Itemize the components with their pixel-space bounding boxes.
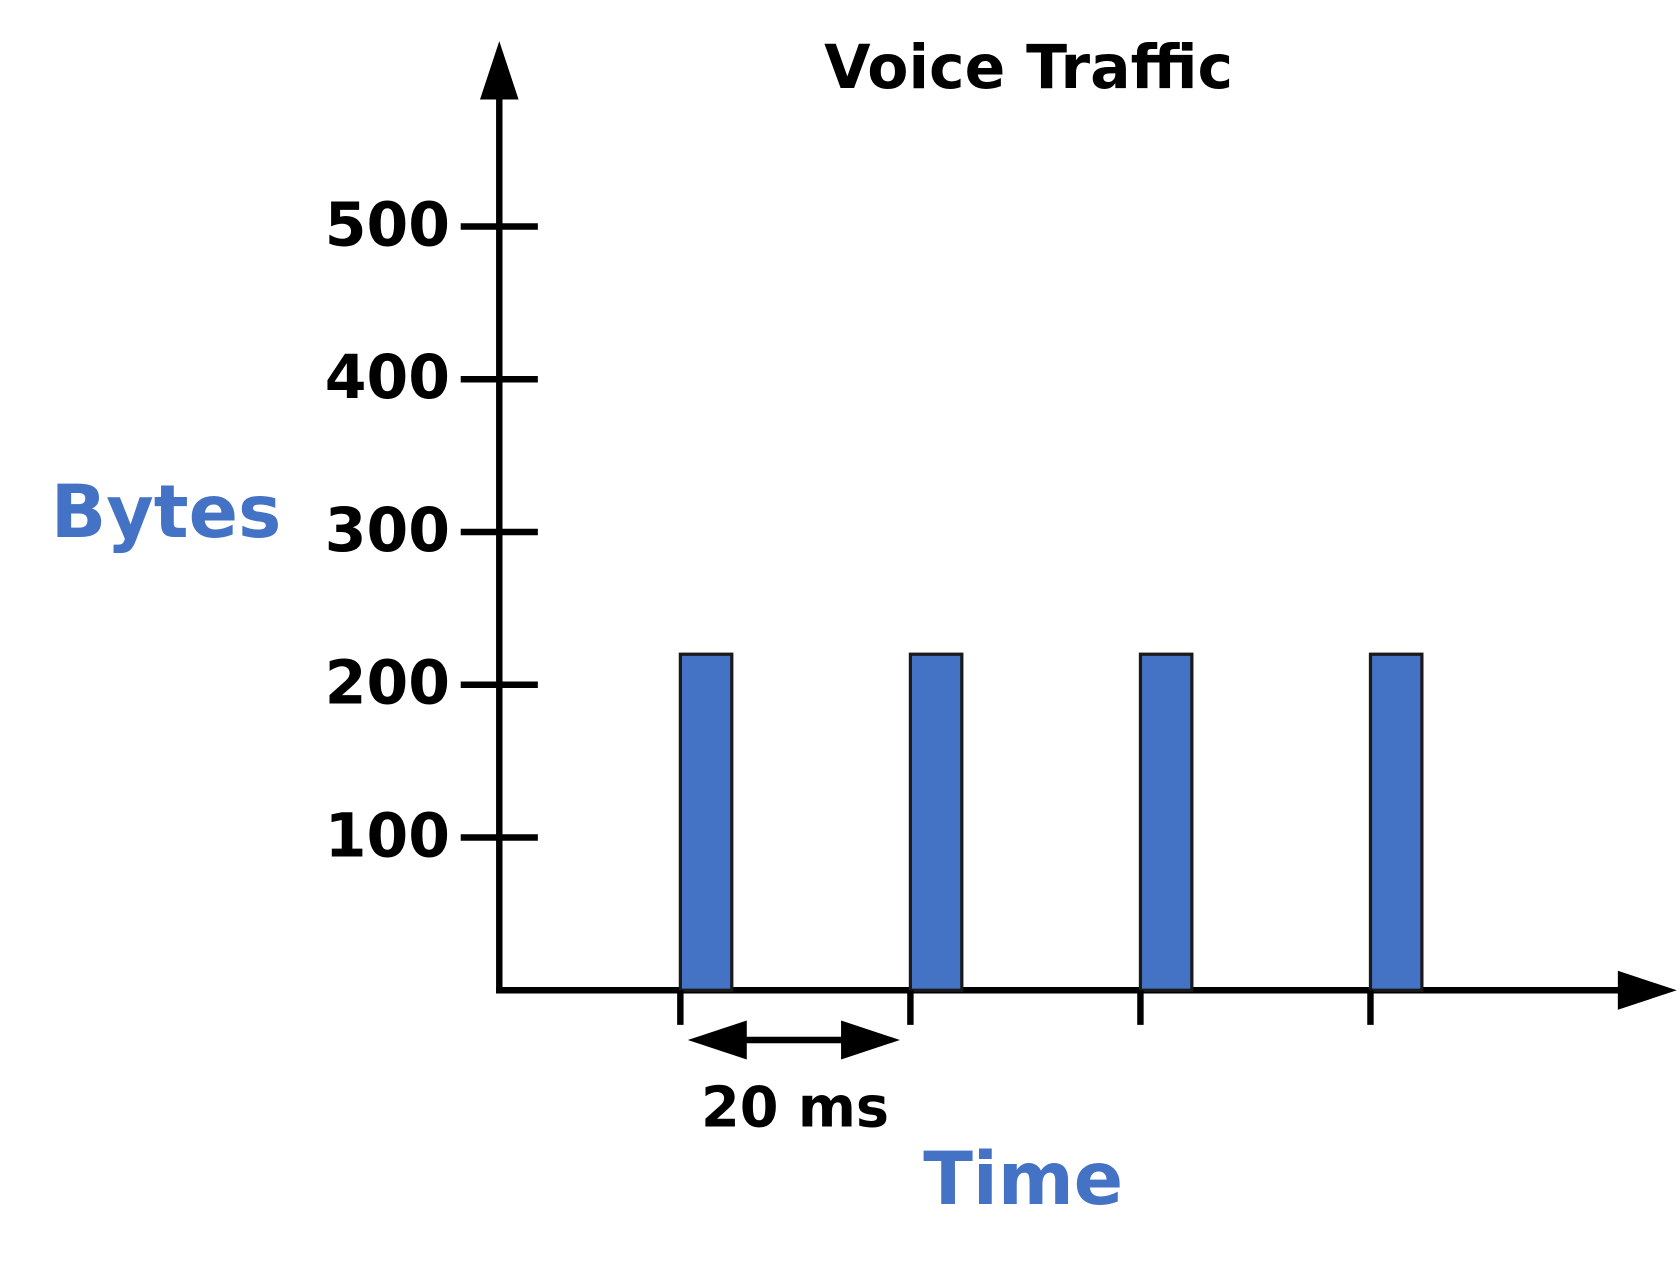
y-axis-label: Bytes <box>51 470 282 555</box>
y-axis-arrow <box>480 41 519 100</box>
y-tick-label: 200 <box>325 648 450 718</box>
bar <box>908 652 964 992</box>
bar <box>1138 652 1194 992</box>
interval-arrow-head <box>841 1020 900 1060</box>
x-axis-arrow <box>1617 970 1677 1010</box>
bar <box>1368 652 1424 992</box>
y-tick-label: 300 <box>325 496 450 566</box>
interval-annotation: 20 ms <box>701 1075 889 1140</box>
bar <box>678 652 734 992</box>
interval-arrow-head <box>687 1020 747 1060</box>
x-axis-label: Time <box>923 1137 1123 1222</box>
chart-title: Voice Traffic <box>824 33 1233 103</box>
y-tick-label: 400 <box>325 343 450 413</box>
y-tick-label: 100 <box>325 801 450 871</box>
y-tick-label: 500 <box>325 190 450 260</box>
